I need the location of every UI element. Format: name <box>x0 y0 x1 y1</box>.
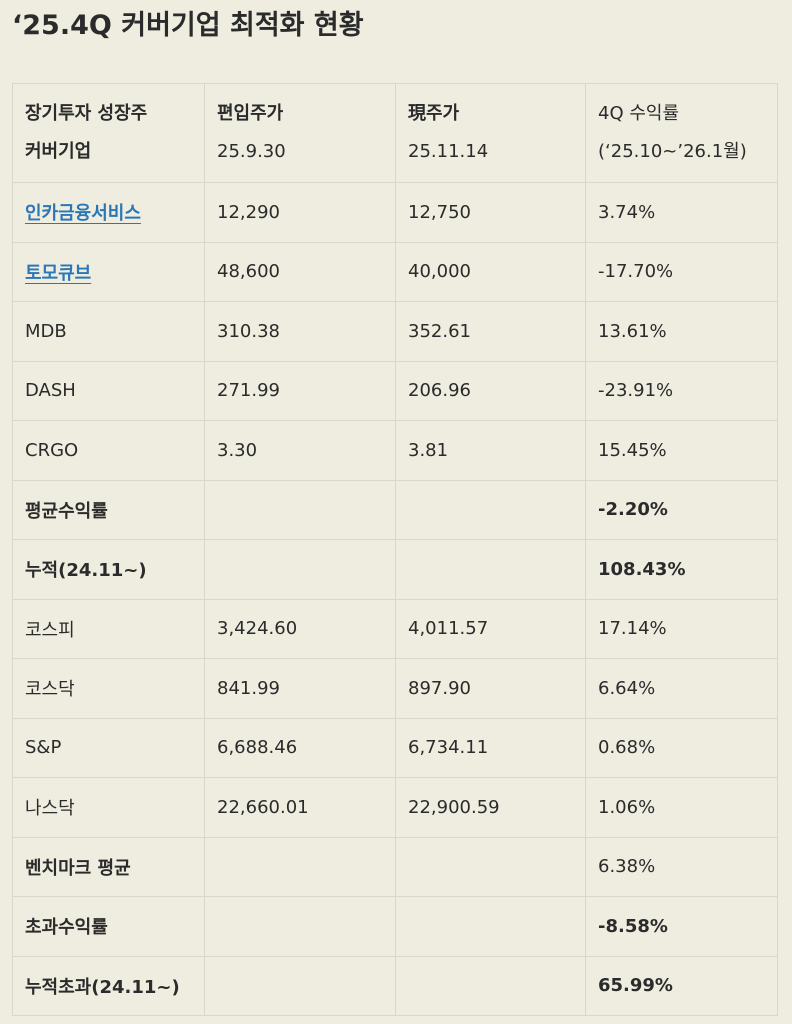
header-entry-line2: 25.9.30 <box>217 141 286 162</box>
row-entry: 841.99 <box>204 658 396 719</box>
header-company-line1: 장기투자 성장주 <box>25 103 148 124</box>
row-entry: 3.30 <box>204 420 396 481</box>
header-current-price: 現주가 25.11.14 <box>395 83 586 183</box>
table-row: 코스닥 841.99 897.90 6.64% <box>12 658 778 719</box>
row-entry <box>204 539 396 600</box>
row-current <box>395 836 586 897</box>
row-name: 코스피 <box>12 598 205 659</box>
coverage-table: 장기투자 성장주 커버기업 편입주가 25.9.30 現주가 25.11.14 … <box>12 83 778 1016</box>
row-name: 초과수익률 <box>12 896 205 957</box>
table-row-summary: 누적(24.11~) 108.43% <box>12 539 778 600</box>
table-row: 코스피 3,424.60 4,011.57 17.14% <box>12 598 778 659</box>
row-entry <box>204 479 396 540</box>
row-return: -23.91% <box>585 360 778 421</box>
row-name: 누적(24.11~) <box>12 539 205 600</box>
table-header-row: 장기투자 성장주 커버기업 편입주가 25.9.30 現주가 25.11.14 … <box>12 83 778 183</box>
table-row: 토모큐브 48,600 40,000 -17.70% <box>12 241 778 302</box>
row-entry: 6,688.46 <box>204 717 396 778</box>
row-return: 6.64% <box>585 658 778 719</box>
row-current: 4,011.57 <box>395 598 586 659</box>
header-company: 장기투자 성장주 커버기업 <box>12 83 205 183</box>
table-row-summary: 누적초과(24.11~) 65.99% <box>12 955 778 1016</box>
row-name: 누적초과(24.11~) <box>12 955 205 1016</box>
row-return: -17.70% <box>585 241 778 302</box>
table-row: DASH 271.99 206.96 -23.91% <box>12 360 778 421</box>
row-return: 65.99% <box>585 955 778 1016</box>
row-return: 13.61% <box>585 301 778 362</box>
row-name[interactable]: 토모큐브 <box>12 241 205 302</box>
row-current: 12,750 <box>395 182 586 243</box>
table-row-summary: 벤치마크 평균 6.38% <box>12 836 778 897</box>
row-current: 352.61 <box>395 301 586 362</box>
row-current <box>395 479 586 540</box>
row-return: 0.68% <box>585 717 778 778</box>
row-name: MDB <box>12 301 205 362</box>
table-row: CRGO 3.30 3.81 15.45% <box>12 420 778 481</box>
page-title: ‘25.4Q 커버기업 최적화 현황 <box>12 10 364 41</box>
table-row: S&P 6,688.46 6,734.11 0.68% <box>12 717 778 778</box>
row-return: 6.38% <box>585 836 778 897</box>
row-entry <box>204 896 396 957</box>
row-entry: 22,660.01 <box>204 777 396 838</box>
table-row: 인카금융서비스 12,290 12,750 3.74% <box>12 182 778 243</box>
row-entry: 310.38 <box>204 301 396 362</box>
row-entry: 12,290 <box>204 182 396 243</box>
row-entry: 3,424.60 <box>204 598 396 659</box>
row-current <box>395 539 586 600</box>
row-return: -8.58% <box>585 896 778 957</box>
company-link-inca[interactable]: 인카금융서비스 <box>25 203 141 225</box>
row-entry <box>204 955 396 1016</box>
row-return: 3.74% <box>585 182 778 243</box>
header-return: 4Q 수익률 (‘25.10~’26.1월) <box>585 83 778 183</box>
row-return: 15.45% <box>585 420 778 481</box>
row-entry: 48,600 <box>204 241 396 302</box>
row-current: 22,900.59 <box>395 777 586 838</box>
row-name: CRGO <box>12 420 205 481</box>
row-return: 17.14% <box>585 598 778 659</box>
row-name[interactable]: 인카금융서비스 <box>12 182 205 243</box>
row-current: 206.96 <box>395 360 586 421</box>
header-entry-line1: 편입주가 <box>217 103 284 124</box>
header-company-line2: 커버기업 <box>25 141 92 162</box>
header-return-line2: (‘25.10~’26.1월) <box>598 141 747 162</box>
row-entry: 271.99 <box>204 360 396 421</box>
row-return: 108.43% <box>585 539 778 600</box>
row-name: 벤치마크 평균 <box>12 836 205 897</box>
row-name: S&P <box>12 717 205 778</box>
row-current: 897.90 <box>395 658 586 719</box>
row-entry <box>204 836 396 897</box>
table-row: 나스닥 22,660.01 22,900.59 1.06% <box>12 777 778 838</box>
row-name: DASH <box>12 360 205 421</box>
row-name: 나스닥 <box>12 777 205 838</box>
row-current <box>395 896 586 957</box>
header-current-line1: 現주가 <box>408 103 460 124</box>
row-return: -2.20% <box>585 479 778 540</box>
header-entry-price: 편입주가 25.9.30 <box>204 83 396 183</box>
company-link-tomocube[interactable]: 토모큐브 <box>25 262 92 284</box>
table-row-summary: 초과수익률 -8.58% <box>12 896 778 957</box>
row-current <box>395 955 586 1016</box>
row-name: 코스닥 <box>12 658 205 719</box>
header-current-line2: 25.11.14 <box>408 141 489 162</box>
row-current: 6,734.11 <box>395 717 586 778</box>
table-row-summary: 평균수익률 -2.20% <box>12 479 778 540</box>
header-return-line1: 4Q 수익률 <box>598 103 680 124</box>
row-return: 1.06% <box>585 777 778 838</box>
row-current: 40,000 <box>395 241 586 302</box>
row-name: 평균수익률 <box>12 479 205 540</box>
table-row: MDB 310.38 352.61 13.61% <box>12 301 778 362</box>
row-current: 3.81 <box>395 420 586 481</box>
